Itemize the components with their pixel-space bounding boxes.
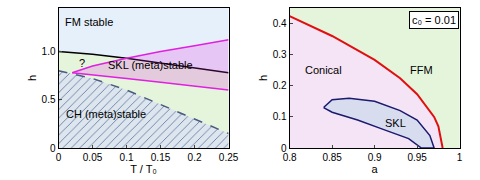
svg-text:T / T₀: T / T₀	[130, 163, 157, 175]
svg-text:1: 1	[457, 152, 463, 163]
svg-text:0.2: 0.2	[188, 152, 202, 163]
svg-text:0.85: 0.85	[322, 152, 342, 163]
svg-text:0.1: 0.1	[273, 111, 287, 122]
svg-text:h: h	[257, 75, 269, 81]
svg-text:0.05: 0.05	[83, 152, 103, 163]
svg-text:0.4: 0.4	[273, 18, 287, 29]
svg-text:0.15: 0.15	[151, 152, 171, 163]
svg-text:Conical: Conical	[305, 64, 342, 76]
svg-text:0.2: 0.2	[273, 80, 287, 91]
svg-text:0.25: 0.25	[219, 152, 239, 163]
svg-text:0: 0	[281, 143, 287, 154]
svg-text:0.1: 0.1	[120, 152, 134, 163]
svg-text:?: ?	[79, 57, 85, 69]
svg-text:0.5: 0.5	[42, 94, 56, 105]
svg-text:h: h	[26, 75, 38, 81]
svg-text:SKL: SKL	[385, 117, 406, 129]
svg-text:FM stable: FM stable	[65, 16, 113, 28]
svg-text:0: 0	[56, 152, 62, 163]
svg-text:0.8: 0.8	[283, 152, 297, 163]
svg-text:1.0: 1.0	[42, 46, 56, 57]
svg-text:CH (meta)stable: CH (meta)stable	[66, 108, 146, 120]
svg-text:c₀ = 0.01: c₀ = 0.01	[412, 14, 456, 26]
svg-text:0.9: 0.9	[368, 152, 382, 163]
svg-text:a: a	[372, 163, 379, 175]
svg-text:0: 0	[50, 143, 56, 154]
svg-text:FFM: FFM	[410, 64, 433, 76]
svg-text:0.3: 0.3	[273, 49, 287, 60]
svg-text:0.95: 0.95	[407, 152, 427, 163]
svg-text:SKL (meta)stable: SKL (meta)stable	[108, 59, 193, 71]
